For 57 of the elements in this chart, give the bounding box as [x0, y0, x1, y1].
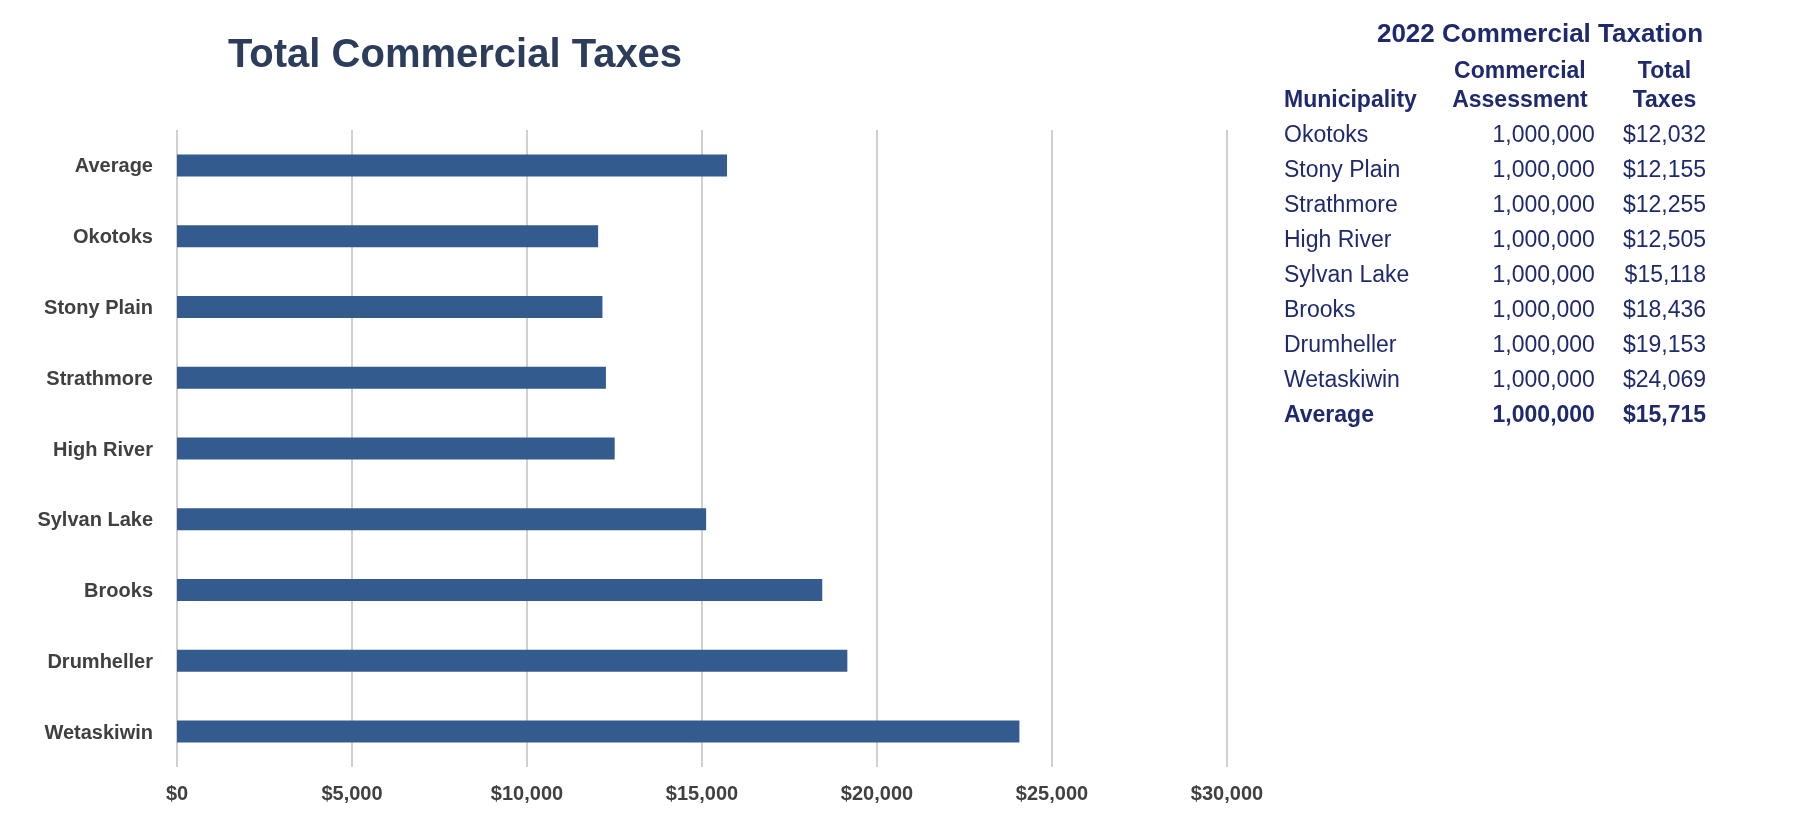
- text: 1,000,000: [1491, 365, 1596, 394]
- text: 1,000,000: [1491, 190, 1596, 219]
- y-tick-label: Strathmore: [46, 366, 153, 389]
- bar: [177, 508, 707, 531]
- y-tick-label: Average: [74, 154, 153, 177]
- text: $12,255: [1621, 190, 1708, 219]
- y-tick-label: Drumheller: [47, 649, 154, 672]
- text: Sylvan Lake: [1283, 260, 1411, 289]
- text: $12,032: [1621, 120, 1708, 149]
- text: $15,715: [1621, 400, 1708, 429]
- text: 1,000,000: [1491, 295, 1596, 324]
- y-tick-label: Okotoks: [72, 225, 153, 248]
- x-tick-label: $30,000: [1190, 782, 1264, 804]
- text: 1,000,000: [1491, 225, 1596, 254]
- bar: [177, 154, 728, 177]
- text: Brooks: [1283, 295, 1357, 324]
- text: Strathmore: [1283, 190, 1399, 219]
- text: 1,000,000: [1491, 400, 1596, 429]
- text: $12,505: [1621, 225, 1708, 254]
- text: Commercial Assessment: [1451, 56, 1589, 114]
- y-tick-label: High River: [52, 437, 154, 460]
- x-tick-label: $15,000: [665, 782, 739, 804]
- bar: [177, 579, 823, 602]
- text: 2022 Commercial Taxation: [1375, 18, 1705, 49]
- text: Drumheller: [1283, 330, 1398, 359]
- y-tick-label: Sylvan Lake: [37, 508, 153, 531]
- text: Municipality: [1283, 85, 1418, 114]
- bar: [177, 366, 606, 389]
- bar: [177, 720, 1020, 743]
- text: 1,000,000: [1491, 155, 1596, 184]
- x-tick-label: $0: [165, 782, 189, 804]
- text: $15,118: [1623, 260, 1708, 289]
- text: 1,000,000: [1491, 330, 1596, 359]
- y-tick-label: Stony Plain: [44, 295, 153, 318]
- text: $18,436: [1621, 295, 1708, 324]
- text: Okotoks: [1283, 120, 1370, 149]
- text: $19,153: [1621, 330, 1708, 359]
- bar: [177, 649, 848, 672]
- y-tick-label: Wetaskiwin: [44, 720, 153, 743]
- text: 1,000,000: [1491, 120, 1596, 149]
- text: Average: [1283, 400, 1375, 429]
- text: Stony Plain: [1283, 155, 1402, 184]
- text: $12,155: [1621, 155, 1708, 184]
- text: High River: [1283, 225, 1393, 254]
- bar: [177, 225, 599, 248]
- bar: [177, 437, 615, 460]
- x-tick-label: $10,000: [490, 782, 564, 804]
- x-tick-label: $5,000: [321, 782, 383, 804]
- text: Wetaskiwin: [1283, 365, 1401, 394]
- x-tick-label: $25,000: [1015, 782, 1089, 804]
- text: 1,000,000: [1491, 260, 1596, 289]
- text: $24,069: [1621, 365, 1708, 394]
- bar: [177, 295, 603, 318]
- y-tick-label: Brooks: [84, 579, 153, 602]
- chart-title: Total Commercial Taxes: [227, 31, 683, 75]
- text: Total Taxes: [1631, 56, 1698, 114]
- x-tick-label: $20,000: [840, 782, 914, 804]
